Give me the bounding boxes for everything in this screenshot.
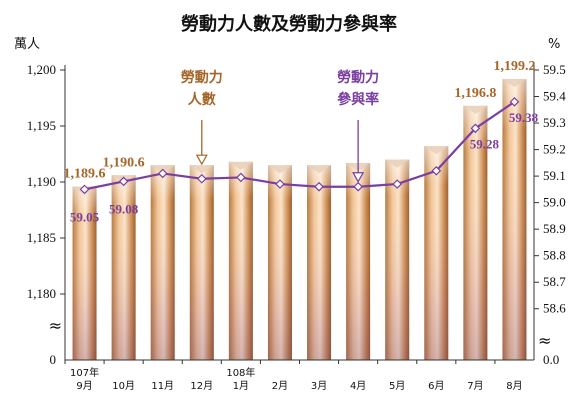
rate-point-1	[118, 176, 129, 187]
right-tick-label-4: 59.0	[543, 195, 566, 210]
left-tick-label-2: 1,190	[27, 174, 56, 189]
line-value-label-1: 59.08	[109, 201, 139, 216]
left-axis-break: ≈	[49, 316, 62, 335]
bar-shade-1	[111, 175, 136, 360]
x-label-3: 12月	[190, 380, 213, 392]
right-tick-label-5: 59.1	[543, 168, 566, 183]
x-label-5: 2月	[272, 380, 288, 392]
year-label-0: 107年	[70, 366, 99, 379]
rate-point-5	[275, 179, 285, 189]
annotation-1-line-1: 參與率	[337, 91, 379, 108]
right-tick-label-7: 59.3	[543, 115, 566, 130]
right-axis-unit: %	[548, 37, 560, 52]
bar-top-3	[189, 165, 214, 174]
x-label-11: 8月	[506, 380, 522, 392]
bar-shade-4	[228, 161, 253, 360]
right-tick-label-0: 58.6	[543, 301, 566, 316]
axes-group: 1,180 1,185 1,190 1,195 1,200 0 58.6 58.7 58.8 58…	[27, 62, 567, 392]
x-label-9: 6月	[428, 380, 444, 392]
x-label-6: 3月	[311, 380, 327, 392]
rate-point-4	[236, 172, 246, 183]
bar-top-5	[267, 165, 292, 174]
line-series-group	[79, 96, 520, 195]
right-tick-label-8: 59.4	[543, 89, 566, 104]
line-value-label-2: 59.28	[470, 136, 500, 151]
bar-shade-8	[385, 159, 410, 360]
left-axis-unit: 萬人	[14, 37, 40, 52]
rate-point-6	[314, 181, 324, 192]
bar-value-label-2: 1,196.8	[454, 86, 496, 101]
bar-top-4	[228, 161, 253, 170]
x-label-2: 11月	[151, 380, 174, 392]
left-tick-label-3: 1,195	[27, 118, 56, 133]
left-zero-label: 0	[50, 352, 57, 367]
x-label-1: 10月	[112, 380, 135, 392]
right-zero-label: 0.0	[543, 352, 559, 367]
bar-value-label-3: 1,199.2	[493, 59, 535, 74]
right-tick-label-6: 59.2	[543, 142, 566, 157]
rate-point-9	[431, 165, 442, 176]
bar-value-label-1: 1,190.6	[103, 155, 145, 170]
bar-top-10	[463, 105, 488, 114]
bar-shade-10	[463, 105, 488, 360]
bar-value-label-0: 1,189.6	[64, 166, 106, 181]
x-label-10: 7月	[467, 380, 483, 392]
x-label-8: 5月	[389, 380, 405, 392]
bar-shade-9	[424, 146, 449, 360]
x-label-7: 4月	[350, 380, 366, 392]
value-labels-group: 1,189.61,190.6 1,196.8 1,199.2 59.05 59.08 59…	[64, 59, 539, 224]
left-tick-label-0: 1,180	[27, 286, 56, 301]
bar-shade-3	[189, 165, 214, 360]
right-tick-label-2: 58.8	[543, 248, 566, 263]
bar-top-9	[424, 146, 449, 155]
right-axis-break: ≈	[538, 331, 551, 350]
bar-top-8	[385, 159, 410, 168]
left-tick-label-1: 1,185	[27, 230, 56, 245]
rate-point-7	[353, 181, 363, 192]
bar-shade-2	[150, 165, 175, 360]
bar-shade-5	[267, 165, 292, 360]
annotation-1-line-0: 勞動力	[337, 69, 379, 86]
annotation-0-line-0: 勞動力	[181, 69, 223, 86]
rate-line	[84, 100, 516, 191]
bar-shade-0	[72, 186, 97, 360]
x-label-4: 1月	[233, 380, 249, 392]
annotation-0-line-1: 人數	[188, 91, 216, 108]
rate-point-0	[79, 184, 90, 195]
line-value-label-3: 59.38	[509, 110, 539, 125]
annotation-0-arrow-head	[195, 154, 208, 166]
bars-group	[72, 78, 527, 361]
bar-shade-11	[502, 78, 527, 361]
bar-shade-7	[346, 162, 371, 360]
rate-point-10	[470, 123, 481, 134]
right-tick-label-1: 58.7	[543, 274, 566, 289]
rate-point-11	[509, 96, 520, 107]
chart-title: 勞動力人數及勞動力參與率	[181, 13, 397, 35]
rate-point-8	[392, 179, 403, 189]
rate-point-2	[157, 168, 168, 179]
bar-top-11	[502, 78, 527, 87]
x-label-0: 9月	[76, 380, 92, 392]
line-value-label-0: 59.05	[70, 209, 100, 224]
left-tick-label-4: 1,200	[27, 62, 56, 77]
annotation-1-arrow-head	[352, 172, 365, 183]
year-label-1: 108年	[226, 366, 255, 379]
bar-top-6	[307, 165, 332, 174]
bar-shade-6	[307, 165, 332, 360]
right-tick-label-9: 59.5	[543, 62, 566, 77]
annotations-group: 勞動力人數 勞動力參與率	[181, 69, 379, 183]
rate-point-3	[196, 173, 207, 184]
right-tick-label-3: 58.9	[543, 221, 566, 236]
